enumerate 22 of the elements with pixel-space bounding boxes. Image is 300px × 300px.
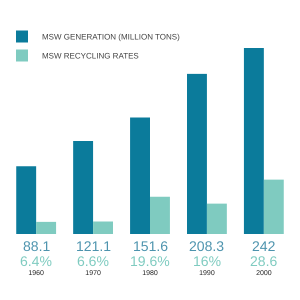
legend-label: MSW RECYCLING RATES (42, 52, 139, 61)
data-label: 242 (252, 238, 276, 254)
bar (187, 74, 207, 234)
data-label: 151.6 (133, 238, 168, 254)
data-label: 6.4% (20, 253, 52, 269)
bar (16, 166, 36, 234)
bar (150, 196, 170, 234)
data-label: 28.6 (250, 253, 278, 269)
data-label: 16% (193, 253, 222, 269)
bar (130, 118, 150, 234)
bar (206, 204, 227, 234)
bar (93, 221, 113, 234)
legend-label: MSW GENERATION (MILLION TONS) (42, 32, 180, 42)
data-label: 208.3 (189, 238, 224, 254)
data-label: 121.1 (76, 238, 112, 254)
bar (264, 180, 284, 234)
bar (73, 140, 94, 234)
bar (244, 48, 264, 234)
bar (36, 222, 56, 234)
data-label: 6.6% (77, 253, 109, 269)
data-label: 88.1 (23, 238, 50, 254)
data-label: 19.6% (130, 253, 170, 269)
